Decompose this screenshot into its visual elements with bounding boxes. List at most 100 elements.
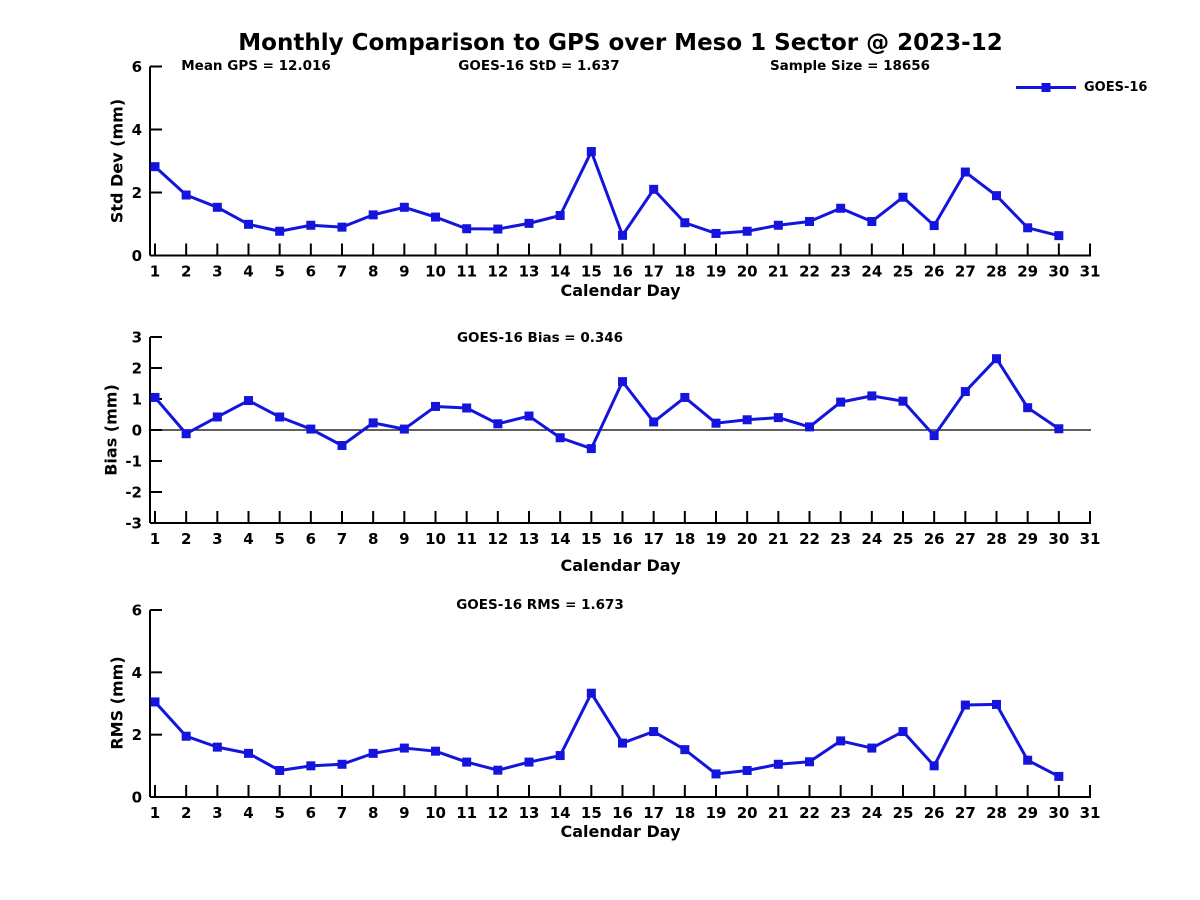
- x-tick-label: 26: [924, 804, 945, 822]
- data-point: [805, 216, 814, 226]
- data-point: [431, 212, 440, 222]
- x-tick-label: 3: [212, 263, 222, 281]
- x-tick-label: 30: [1048, 263, 1069, 281]
- data-point: [337, 759, 347, 769]
- data-point: [929, 431, 939, 441]
- x-tick-label: 8: [368, 804, 378, 822]
- series-line-goes-16: [153, 150, 1061, 238]
- data-point: [742, 766, 752, 776]
- x-tick-label: 2: [181, 530, 191, 548]
- x-tick-label: 6: [306, 804, 316, 822]
- x-tick-label: 29: [1017, 804, 1038, 822]
- x-tick-label: 22: [799, 530, 820, 548]
- data-point: [929, 761, 939, 771]
- data-point: [867, 391, 877, 401]
- x-tick-label: 11: [456, 263, 477, 281]
- data-point: [898, 727, 908, 737]
- annotation-sample-size: Sample Size = 18656: [769, 58, 931, 74]
- x-tick-label: 21: [768, 263, 789, 281]
- data-point: [150, 162, 160, 172]
- data-point: [431, 401, 440, 411]
- data-point: [181, 190, 191, 200]
- x-tick-label: 28: [986, 530, 1007, 548]
- data-point: [773, 759, 783, 769]
- x-tick-label: 9: [399, 263, 409, 281]
- data-point: [306, 424, 316, 434]
- x-tick-label: 14: [550, 804, 571, 822]
- data-point: [618, 230, 627, 240]
- x-tick-label: 27: [955, 804, 976, 822]
- annotation-mean-gps: Mean GPS = 12.016: [181, 58, 331, 74]
- x-tick-label: 15: [581, 530, 602, 548]
- data-point: [680, 218, 690, 228]
- x-tick-label: 20: [737, 530, 758, 548]
- data-point: [836, 397, 846, 407]
- data-point: [992, 699, 1001, 709]
- x-tick-label: 24: [861, 263, 882, 281]
- x-tick-label: 19: [706, 530, 727, 548]
- data-point: [898, 396, 908, 406]
- x-tick-label: 31: [1080, 804, 1101, 822]
- data-point: [960, 387, 970, 397]
- data-point: [275, 412, 285, 422]
- y-tick-label: 0: [132, 422, 142, 440]
- x-tick-label: 19: [706, 804, 727, 822]
- data-point: [275, 226, 285, 236]
- data-point: [805, 757, 814, 767]
- data-point: [431, 746, 440, 756]
- x-tick-label: 13: [519, 804, 540, 822]
- x-tick-label: 27: [955, 530, 976, 548]
- data-point: [805, 422, 814, 432]
- data-point: [555, 751, 565, 761]
- x-tick-label: 2: [181, 804, 191, 822]
- x-tick-label: 28: [986, 804, 1007, 822]
- data-point: [275, 766, 285, 776]
- x-tick-label: 10: [425, 263, 446, 281]
- data-point: [680, 745, 690, 755]
- x-tick-label: 20: [737, 263, 758, 281]
- data-point: [1054, 424, 1064, 434]
- data-point: [306, 761, 316, 771]
- data-point: [586, 688, 596, 698]
- x-tick-label: 18: [674, 263, 695, 281]
- data-point: [867, 743, 877, 753]
- data-point: [649, 727, 659, 737]
- data-point: [212, 742, 222, 752]
- data-point: [524, 757, 534, 767]
- x-tick-label: 6: [306, 263, 316, 281]
- data-point: [524, 218, 534, 228]
- annotation-goes16-std: GOES-16 StD = 1.637: [458, 58, 620, 74]
- x-axis-label-middle: Calendar Day: [560, 556, 681, 575]
- data-point: [462, 757, 472, 767]
- data-point: [493, 224, 503, 234]
- x-tick-label: 3: [212, 530, 222, 548]
- legend: GOES-16: [1015, 80, 1147, 95]
- data-point: [711, 228, 721, 238]
- x-tick-label: 22: [799, 804, 820, 822]
- data-point: [711, 769, 721, 779]
- data-point: [898, 192, 908, 202]
- data-point: [462, 224, 472, 234]
- x-tick-label: 14: [550, 263, 571, 281]
- x-tick-label: 18: [674, 804, 695, 822]
- data-point: [244, 219, 253, 229]
- x-tick-label: 7: [337, 263, 347, 281]
- y-tick-label: 4: [132, 121, 142, 139]
- x-tick-label: 16: [612, 804, 633, 822]
- x-tick-label: 17: [643, 263, 664, 281]
- y-tick-label: -3: [125, 515, 142, 533]
- data-point: [960, 700, 970, 710]
- annotation-goes16-bias: GOES-16 Bias = 0.346: [456, 330, 624, 346]
- data-point: [680, 392, 690, 402]
- x-tick-label: 31: [1080, 530, 1101, 548]
- x-tick-label: 25: [893, 263, 914, 281]
- x-tick-label: 20: [737, 804, 758, 822]
- x-tick-label: 18: [674, 530, 695, 548]
- x-tick-label: 27: [955, 263, 976, 281]
- x-tick-label: 21: [768, 804, 789, 822]
- data-point: [742, 415, 752, 425]
- x-tick-label: 12: [487, 263, 508, 281]
- x-tick-label: 12: [487, 530, 508, 548]
- x-tick-label: 5: [274, 263, 284, 281]
